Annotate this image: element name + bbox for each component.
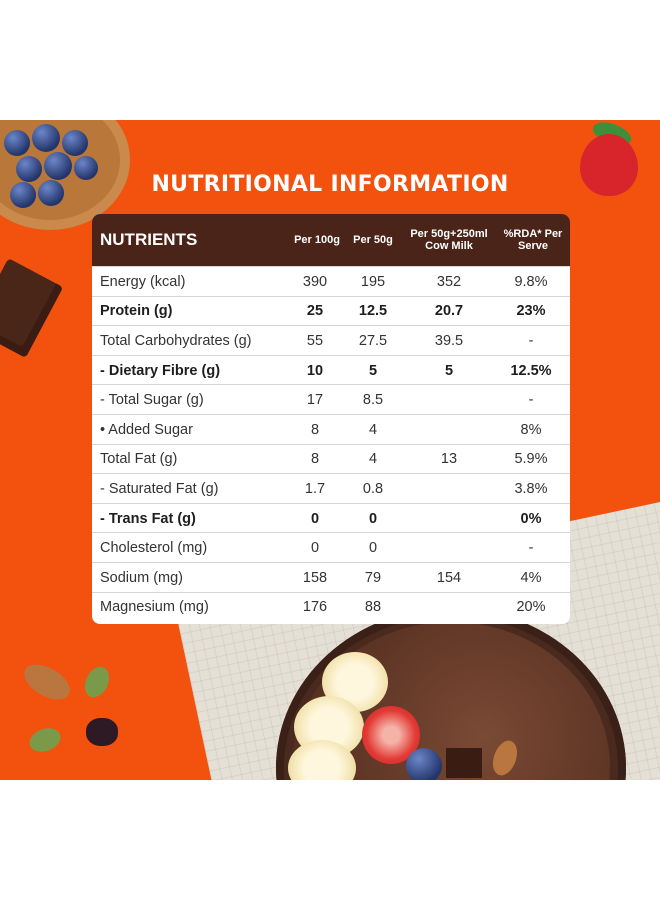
blueberry: [4, 130, 30, 156]
rda-value: -: [528, 392, 534, 409]
per-50g-milk-value: 39.5: [434, 332, 464, 349]
chocolate-piece: [0, 258, 64, 358]
per-50g-milk-value: [402, 474, 496, 504]
rda-value: 8%: [520, 421, 542, 438]
strawberry: [580, 134, 638, 196]
nutrient-name: • Added Sugar: [100, 421, 193, 438]
table-row: Cholesterol (mg) 0 0 -: [92, 532, 570, 563]
per-50g-value: 0.8: [362, 480, 384, 497]
column-header-per-50g-milk: Per 50g+250ml Cow Milk: [410, 228, 488, 252]
chocolate-chunk: [446, 748, 482, 778]
per-100g-value: 176: [302, 599, 328, 616]
per-50g-value: 12.5: [358, 303, 388, 320]
per-50g-milk-value: [402, 504, 496, 534]
per-50g-value: 27.5: [358, 332, 388, 349]
per-50g-value: 8.5: [362, 392, 384, 409]
nutrient-name: Magnesium (mg): [100, 599, 209, 616]
rda-value: 4%: [520, 569, 542, 586]
nutrient-name: - Total Sugar (g): [100, 392, 204, 409]
blueberry-bowl: [0, 120, 130, 230]
rda-value: 5.9%: [514, 451, 548, 468]
per-50g-value: 0: [368, 510, 378, 527]
table-row: Total Carbohydrates (g) 55 27.5 39.5 -: [92, 325, 570, 356]
rda-value: 20%: [516, 599, 546, 616]
table-header: NUTRIENTS Per 100g Per 50g Per 50g+250ml…: [92, 214, 570, 266]
table-row: Total Fat (g) 8 4 13 5.9%: [92, 443, 570, 475]
blueberry: [38, 180, 64, 206]
nutrient-name: Total Fat (g): [100, 451, 178, 468]
per-100g-value: 55: [306, 332, 324, 349]
per-50g-value: 0: [368, 540, 378, 557]
raisin: [86, 718, 118, 746]
column-header-nutrients: NUTRIENTS: [100, 230, 198, 249]
pumpkin-seed: [80, 662, 114, 702]
column-header-rda: %RDA* Per Serve: [503, 228, 563, 252]
table-row: Magnesium (mg) 176 88 20%: [92, 591, 570, 623]
per-50g-milk-value: 20.7: [434, 303, 464, 320]
banana-slice: [288, 740, 356, 780]
rda-value: -: [528, 540, 534, 557]
nutrient-name: - Saturated Fat (g): [100, 480, 219, 497]
per-100g-value: 17: [306, 392, 324, 409]
per-50g-milk-value: 352: [436, 273, 462, 290]
table-row: - Dietary Fibre (g) 10 5 5 12.5%: [92, 354, 570, 386]
per-50g-milk-value: [402, 533, 496, 563]
per-50g-milk-value: [402, 593, 496, 623]
per-50g-value: 79: [364, 569, 382, 586]
column-header-per-50g: Per 50g: [353, 234, 393, 246]
rda-value: 9.8%: [514, 273, 548, 290]
table-row: - Total Sugar (g) 17 8.5 -: [92, 384, 570, 415]
table-row: - Trans Fat (g) 0 0 0%: [92, 502, 570, 534]
nutrient-name: Energy (kcal): [100, 273, 186, 290]
nutrient-name: - Dietary Fibre (g): [100, 362, 221, 379]
blueberry: [32, 124, 60, 152]
rda-value: 3.8%: [514, 480, 548, 497]
rda-value: -: [528, 332, 534, 349]
page-title: NUTRITIONAL INFORMATION: [151, 172, 509, 197]
per-50g-value: 4: [368, 451, 378, 468]
table-row: Sodium (mg) 158 79 154 4%: [92, 562, 570, 593]
blueberry: [10, 182, 36, 208]
nutrient-name: Total Carbohydrates (g): [100, 332, 252, 349]
per-100g-value: 390: [302, 273, 328, 290]
almond: [18, 657, 76, 707]
per-50g-value: 195: [360, 273, 386, 290]
per-50g-value: 4: [368, 421, 378, 438]
blueberry: [44, 152, 72, 180]
per-50g-milk-value: 5: [444, 362, 454, 379]
nutrient-name: Sodium (mg): [100, 569, 183, 586]
per-50g-value: 5: [368, 362, 378, 379]
table-row: • Added Sugar 8 4 8%: [92, 414, 570, 445]
column-header-per-100g: Per 100g: [294, 234, 340, 246]
pumpkin-seed: [26, 724, 64, 756]
rda-value: 12.5%: [510, 362, 552, 379]
per-50g-milk-value: 154: [436, 569, 462, 586]
nutrient-name: - Trans Fat (g): [100, 510, 196, 527]
blueberry: [74, 156, 98, 180]
per-50g-value: 88: [364, 599, 382, 616]
table-row: Protein (g) 25 12.5 20.7 23%: [92, 295, 570, 327]
per-100g-value: 8: [310, 421, 320, 438]
table-row: Energy (kcal) 390 195 352 9.8%: [92, 266, 570, 297]
per-100g-value: 0: [310, 510, 320, 527]
blueberry: [406, 748, 442, 780]
rda-value: 23%: [516, 303, 546, 320]
nutrient-name: Cholesterol (mg): [100, 540, 208, 557]
blueberry: [16, 156, 42, 182]
per-50g-milk-value: [402, 415, 496, 445]
nutrient-name: Protein (g): [100, 303, 173, 320]
per-100g-value: 1.7: [304, 480, 326, 497]
nutrition-table: NUTRIENTS Per 100g Per 50g Per 50g+250ml…: [92, 214, 570, 624]
per-100g-value: 0: [310, 540, 320, 557]
per-50g-milk-value: 13: [440, 451, 458, 468]
table-row: - Saturated Fat (g) 1.7 0.8 3.8%: [92, 473, 570, 504]
rda-value: 0%: [520, 510, 542, 527]
per-100g-value: 10: [306, 362, 324, 379]
per-100g-value: 158: [302, 569, 328, 586]
per-100g-value: 25: [306, 303, 324, 320]
blueberry: [62, 130, 88, 156]
per-100g-value: 8: [310, 451, 320, 468]
per-50g-milk-value: [402, 385, 496, 415]
